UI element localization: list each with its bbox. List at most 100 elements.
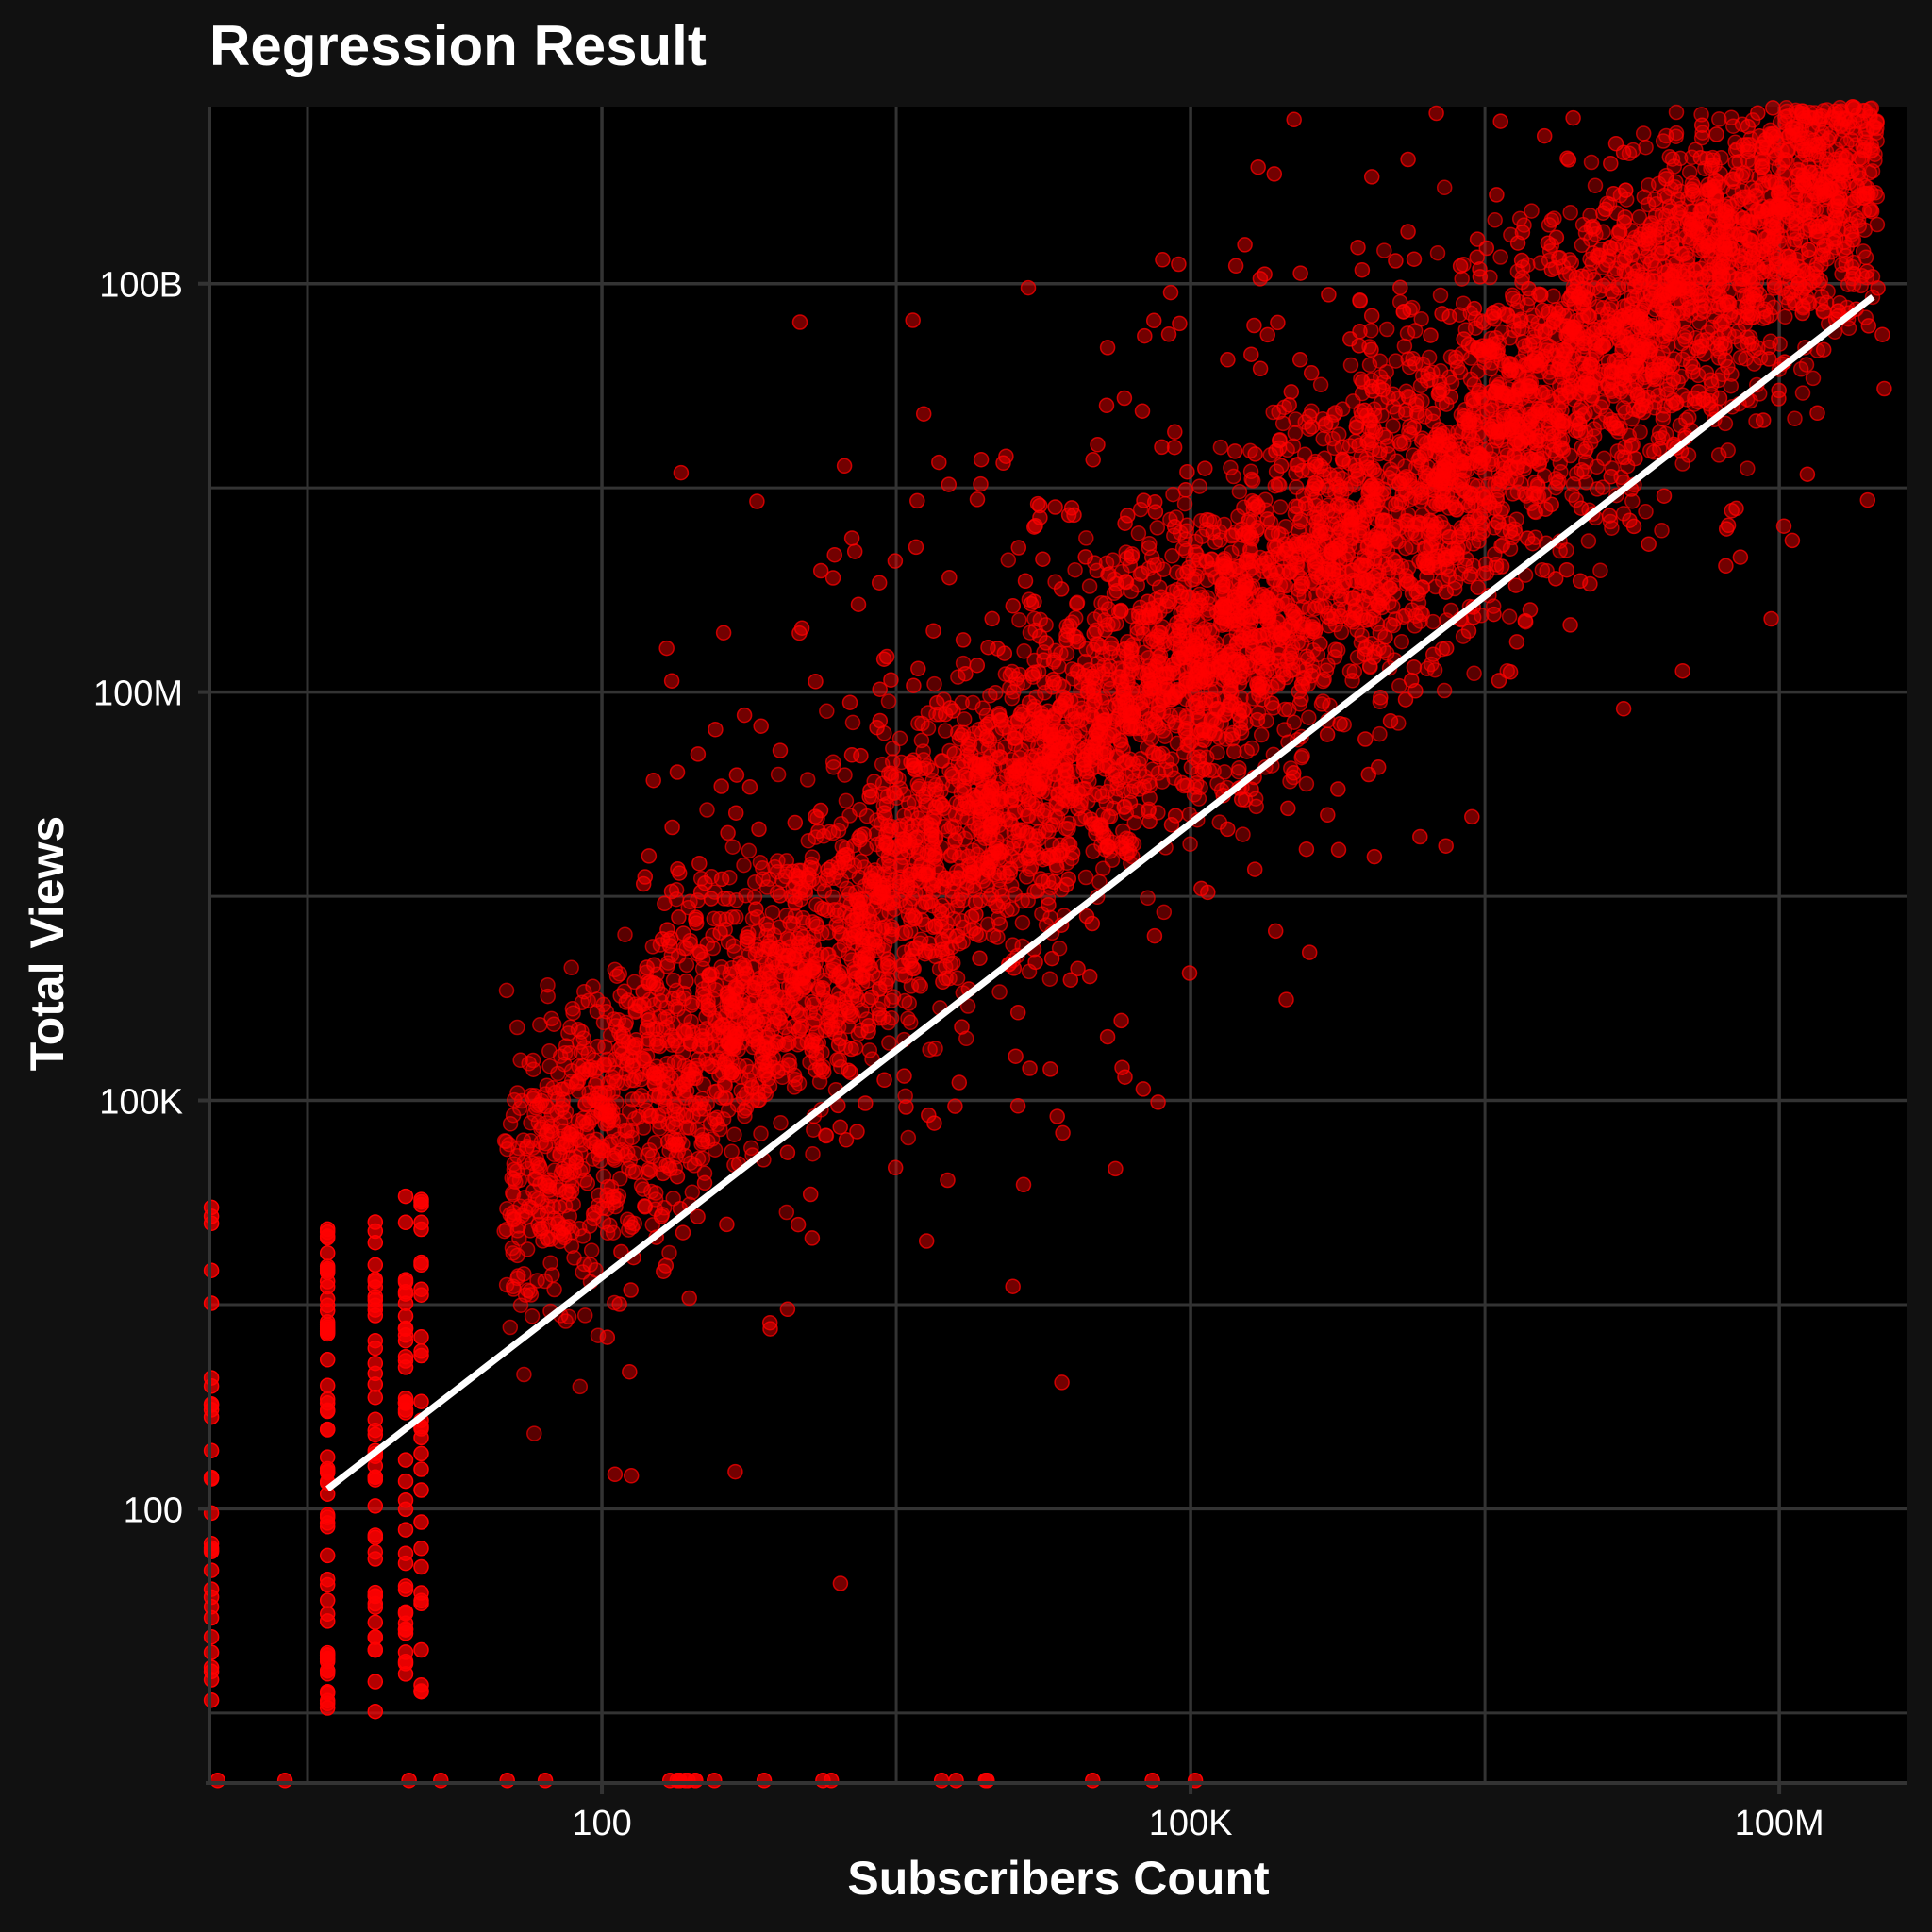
data-point	[1149, 520, 1166, 536]
data-point	[1146, 557, 1162, 574]
data-point	[661, 1244, 677, 1261]
data-point	[502, 1319, 519, 1336]
data-point	[736, 1103, 753, 1119]
data-point	[1682, 356, 1699, 372]
data-point	[1199, 572, 1215, 589]
data-point	[1638, 504, 1654, 520]
data-point	[1104, 852, 1121, 868]
data-point	[701, 1002, 717, 1018]
data-point	[913, 732, 930, 749]
data-point	[1376, 242, 1392, 258]
data-point	[1118, 768, 1134, 784]
data-point	[515, 1132, 532, 1148]
data-point	[1768, 256, 1785, 272]
data-point	[525, 1052, 541, 1069]
data-point	[1794, 385, 1811, 401]
data-point	[1777, 308, 1793, 325]
data-point	[595, 996, 612, 1013]
data-point	[1182, 836, 1198, 852]
data-point	[1372, 725, 1388, 742]
data-point	[1855, 139, 1871, 155]
data-point	[1086, 611, 1103, 627]
data-point	[1312, 376, 1329, 393]
data-point	[900, 1129, 917, 1146]
data-point	[637, 1092, 654, 1109]
chart-title: Regression Result	[209, 14, 707, 77]
data-point	[824, 889, 841, 906]
data-point	[1492, 249, 1508, 265]
data-point	[516, 1266, 532, 1282]
data-point	[902, 863, 919, 879]
data-point	[498, 982, 515, 999]
data-point	[1040, 703, 1057, 719]
data-point	[1224, 527, 1241, 543]
data-point	[563, 959, 579, 976]
data-point	[1398, 383, 1414, 400]
data-point	[617, 926, 633, 942]
data-point	[1270, 476, 1287, 492]
data-point	[1805, 370, 1822, 387]
data-point	[1580, 533, 1597, 549]
data-point	[1776, 164, 1793, 180]
data-point	[1296, 588, 1312, 605]
data-point	[1288, 479, 1305, 495]
data-point	[741, 842, 758, 859]
data-point	[1212, 439, 1229, 456]
data-point	[664, 991, 681, 1007]
data-point	[1006, 684, 1022, 700]
data-point	[502, 1116, 519, 1132]
data-point	[1436, 682, 1453, 699]
data-point	[1301, 709, 1317, 725]
data-point	[502, 1207, 518, 1223]
data-point	[1555, 415, 1571, 432]
data-point	[1341, 663, 1358, 679]
data-point	[1233, 690, 1249, 707]
data-point	[1158, 762, 1174, 778]
data-point	[1393, 633, 1410, 650]
data-point	[1007, 886, 1023, 903]
data-point	[1680, 447, 1697, 463]
data-point	[617, 1147, 634, 1164]
data-point	[855, 969, 871, 986]
data-point	[1534, 561, 1551, 578]
data-point	[1587, 177, 1604, 193]
data-point	[1413, 457, 1430, 473]
data-point	[880, 693, 897, 709]
data-point	[1725, 118, 1741, 134]
data-point	[1077, 869, 1094, 886]
data-point	[1487, 212, 1503, 228]
data-point	[1000, 552, 1017, 568]
data-point	[844, 714, 861, 731]
data-point	[926, 675, 942, 692]
data-point	[588, 1076, 604, 1093]
data-point	[1347, 463, 1363, 479]
data-point	[1253, 726, 1270, 743]
data-point	[546, 1146, 562, 1163]
data-point	[509, 1223, 525, 1239]
data-point	[770, 766, 787, 783]
data-point	[805, 1145, 821, 1162]
data-point	[560, 1308, 577, 1325]
data-point	[1668, 125, 1685, 142]
data-point	[1740, 460, 1756, 476]
data-point	[1298, 775, 1315, 792]
data-point	[1087, 692, 1103, 709]
data-point	[1287, 425, 1304, 441]
data-point	[1583, 154, 1600, 171]
data-point	[950, 669, 966, 685]
data-point	[539, 1077, 556, 1093]
data-point	[791, 1075, 808, 1091]
data-point	[1748, 188, 1765, 205]
data-point	[819, 902, 836, 919]
data-point	[1106, 800, 1122, 817]
data-point	[937, 723, 954, 739]
data-point	[991, 984, 1008, 1000]
data-point	[627, 1032, 644, 1048]
data-point	[1342, 357, 1359, 374]
data-point	[1231, 760, 1247, 776]
data-point	[819, 703, 835, 720]
data-point	[736, 857, 752, 874]
data-point	[572, 1378, 589, 1395]
data-point	[1396, 338, 1413, 355]
